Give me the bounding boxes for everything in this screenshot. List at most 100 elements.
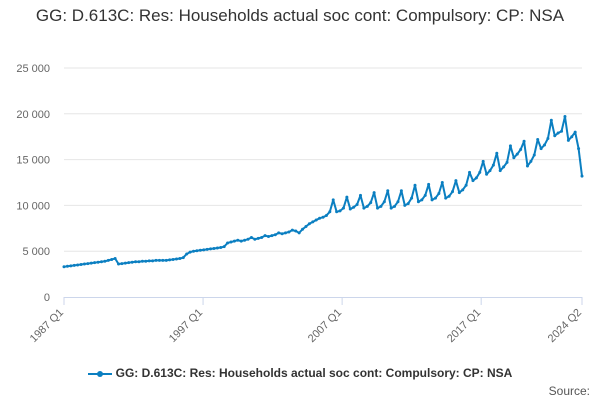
data-point[interactable] xyxy=(335,210,339,214)
data-point[interactable] xyxy=(103,259,107,263)
data-point[interactable] xyxy=(232,239,236,243)
data-point[interactable] xyxy=(556,131,560,135)
data-point[interactable] xyxy=(573,130,577,134)
data-point[interactable] xyxy=(393,204,397,208)
data-point[interactable] xyxy=(161,258,165,262)
data-point[interactable] xyxy=(134,260,138,264)
data-point[interactable] xyxy=(93,261,97,265)
data-point[interactable] xyxy=(318,216,322,220)
data-point[interactable] xyxy=(498,169,502,173)
data-point[interactable] xyxy=(185,252,189,256)
data-point[interactable] xyxy=(205,247,209,251)
data-point[interactable] xyxy=(362,206,366,210)
data-point[interactable] xyxy=(345,195,349,199)
data-point[interactable] xyxy=(171,257,175,261)
data-point[interactable] xyxy=(454,179,458,183)
data-point[interactable] xyxy=(239,239,243,243)
data-point[interactable] xyxy=(560,129,564,133)
data-point[interactable] xyxy=(89,261,93,265)
data-point[interactable] xyxy=(376,206,380,210)
data-point[interactable] xyxy=(76,263,80,267)
data-point[interactable] xyxy=(352,205,356,209)
data-point[interactable] xyxy=(174,257,178,261)
data-point[interactable] xyxy=(168,258,172,262)
data-point[interactable] xyxy=(117,262,121,266)
data-point[interactable] xyxy=(444,196,448,200)
data-point[interactable] xyxy=(256,236,260,240)
data-point[interactable] xyxy=(273,233,277,237)
data-point[interactable] xyxy=(437,191,441,195)
data-point[interactable] xyxy=(120,262,124,266)
data-point[interactable] xyxy=(403,203,407,207)
data-point[interactable] xyxy=(69,264,73,268)
data-point[interactable] xyxy=(253,237,257,241)
data-point[interactable] xyxy=(536,137,540,141)
data-point[interactable] xyxy=(358,193,362,197)
data-point[interactable] xyxy=(181,256,185,260)
data-point[interactable] xyxy=(379,204,383,208)
data-point[interactable] xyxy=(249,235,253,239)
data-point[interactable] xyxy=(328,210,332,214)
data-point[interactable] xyxy=(471,179,475,183)
data-point[interactable] xyxy=(553,134,557,138)
data-point[interactable] xyxy=(147,259,151,263)
data-point[interactable] xyxy=(485,172,489,176)
data-point[interactable] xyxy=(433,196,437,200)
data-point[interactable] xyxy=(151,259,155,263)
data-point[interactable] xyxy=(396,200,400,204)
data-point[interactable] xyxy=(266,235,270,239)
data-point[interactable] xyxy=(287,230,291,234)
data-point[interactable] xyxy=(297,231,301,235)
data-point[interactable] xyxy=(468,170,472,174)
data-point[interactable] xyxy=(372,191,376,195)
data-point[interactable] xyxy=(314,218,318,222)
data-point[interactable] xyxy=(413,183,417,187)
data-point[interactable] xyxy=(423,193,427,197)
data-point[interactable] xyxy=(515,152,519,156)
data-point[interactable] xyxy=(301,227,305,231)
data-point[interactable] xyxy=(113,257,117,261)
data-point[interactable] xyxy=(532,153,536,157)
data-point[interactable] xyxy=(219,246,223,250)
data-point[interactable] xyxy=(570,135,574,139)
data-point[interactable] xyxy=(82,262,86,266)
data-point[interactable] xyxy=(331,198,335,202)
data-point[interactable] xyxy=(519,148,523,152)
data-point[interactable] xyxy=(522,139,526,143)
data-point[interactable] xyxy=(212,246,216,250)
data-point[interactable] xyxy=(488,169,492,173)
data-point[interactable] xyxy=(348,207,352,211)
data-point[interactable] xyxy=(157,258,161,262)
data-point[interactable] xyxy=(137,260,141,264)
data-point[interactable] xyxy=(178,257,182,261)
data-point[interactable] xyxy=(188,250,192,254)
data-point[interactable] xyxy=(549,118,553,122)
data-point[interactable] xyxy=(192,249,195,253)
data-point[interactable] xyxy=(447,194,451,198)
data-point[interactable] xyxy=(410,196,414,200)
data-point[interactable] xyxy=(62,265,66,269)
data-point[interactable] xyxy=(324,213,328,217)
data-point[interactable] xyxy=(236,238,240,242)
data-point[interactable] xyxy=(110,257,114,261)
data-point[interactable] xyxy=(290,228,294,232)
data-point[interactable] xyxy=(539,147,543,151)
data-point[interactable] xyxy=(65,264,69,268)
data-point[interactable] xyxy=(144,259,148,263)
data-point[interactable] xyxy=(491,163,495,167)
data-point[interactable] xyxy=(341,206,345,210)
data-point[interactable] xyxy=(284,231,288,235)
data-point[interactable] xyxy=(263,234,267,238)
data-point[interactable] xyxy=(369,201,373,205)
data-point[interactable] xyxy=(566,138,570,142)
data-point[interactable] xyxy=(86,262,90,266)
data-point[interactable] xyxy=(154,258,158,262)
data-point[interactable] xyxy=(127,261,131,265)
data-point[interactable] xyxy=(246,237,250,241)
data-point[interactable] xyxy=(481,159,485,163)
data-point[interactable] xyxy=(280,232,284,236)
data-point[interactable] xyxy=(451,190,454,194)
data-point[interactable] xyxy=(321,215,325,219)
data-point[interactable] xyxy=(457,191,461,195)
data-point[interactable] xyxy=(512,156,516,160)
